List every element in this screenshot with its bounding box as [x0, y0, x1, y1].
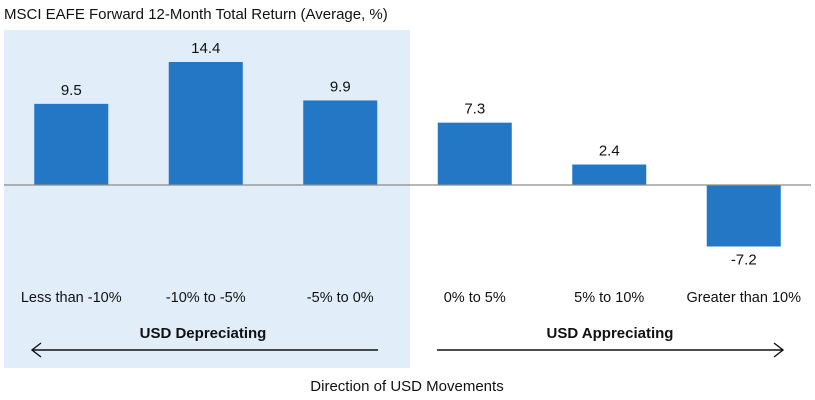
category-label-6: Greater than 10%	[687, 290, 802, 306]
bar-6	[706, 185, 781, 247]
category-label-1: Less than -10%	[21, 290, 122, 306]
value-label-3: 9.9	[330, 78, 351, 95]
bar-3	[303, 100, 378, 185]
value-label-6: -7.2	[731, 252, 757, 269]
bar-2	[168, 62, 243, 185]
value-label-2: 14.4	[191, 40, 220, 57]
value-labels-layer: 9.5 14.4 9.9 7.3 2.4 -7.2	[61, 40, 757, 269]
value-label-5: 2.4	[599, 143, 620, 160]
chart-title: MSCI EAFE Forward 12-Month Total Return …	[4, 6, 388, 23]
group-arrows-layer: USD Depreciating USD Appreciating	[30, 325, 785, 358]
category-label-5: 5% to 10%	[574, 290, 644, 306]
bars-layer	[34, 62, 781, 247]
category-tick-labels-layer: Less than -10% -10% to -5% -5% to 0% 0% to …	[21, 290, 801, 306]
x-axis-title: Direction of USD Movements	[310, 378, 503, 395]
category-label-4: 0% to 5%	[444, 290, 506, 306]
value-label-1: 9.5	[61, 82, 82, 99]
group-label-1: USD Depreciating	[140, 325, 267, 342]
group-arrowhead-1	[30, 342, 42, 358]
group-arrowhead-2	[773, 342, 785, 358]
category-label-3: -5% to 0%	[307, 290, 374, 306]
value-label-4: 7.3	[464, 101, 485, 118]
group-label-2: USD Appreciating	[547, 325, 674, 342]
bar-1	[34, 103, 109, 185]
category-label-2: -10% to -5%	[166, 290, 246, 306]
bar-4	[437, 122, 512, 185]
bar-5	[572, 164, 647, 185]
